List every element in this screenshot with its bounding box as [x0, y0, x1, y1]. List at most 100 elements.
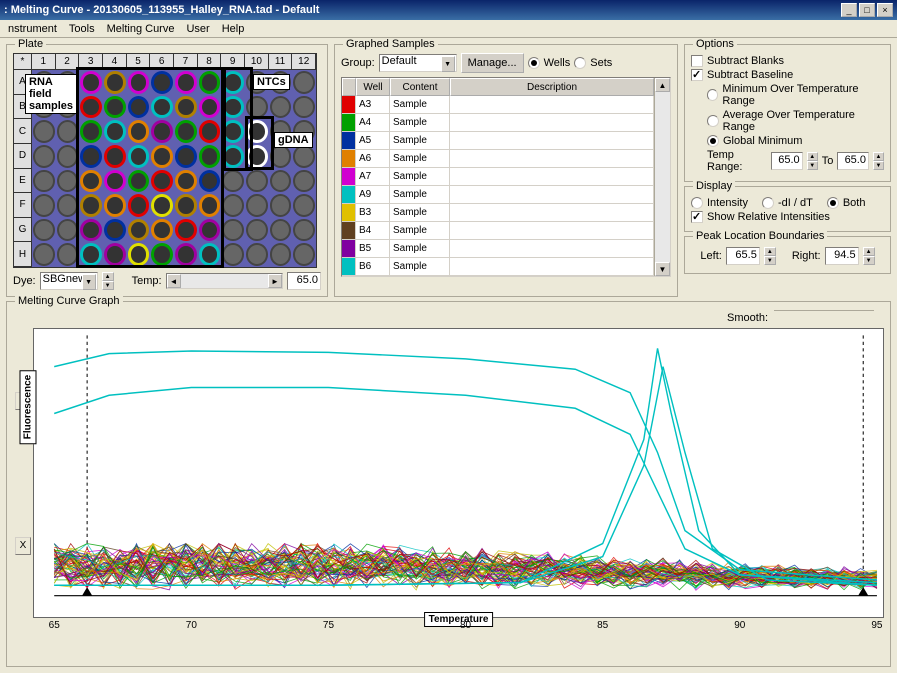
peak-left-spin[interactable]: ▲▼	[764, 247, 776, 265]
plate-row-A[interactable]: A	[14, 70, 32, 95]
th-color[interactable]	[342, 78, 356, 96]
menu-nstrument[interactable]: nstrument	[2, 21, 63, 37]
peak-right-spin[interactable]: ▲▼	[863, 247, 875, 265]
well-A2[interactable]	[57, 71, 79, 94]
plate-col-7[interactable]: 7	[174, 54, 198, 69]
table-row[interactable]: B5Sample	[342, 240, 654, 258]
well-G11[interactable]	[270, 219, 292, 242]
table-row[interactable]: A9Sample	[342, 186, 654, 204]
well-F12[interactable]	[293, 194, 315, 217]
menu-melting curve[interactable]: Melting Curve	[101, 21, 181, 37]
plate-col-10[interactable]: 10	[245, 54, 269, 69]
well-H7[interactable]	[175, 243, 197, 266]
well-H10[interactable]	[246, 243, 268, 266]
didt-radio[interactable]	[762, 197, 774, 209]
well-A11[interactable]	[270, 71, 292, 94]
table-row[interactable]: A6Sample	[342, 150, 654, 168]
well-E2[interactable]	[57, 170, 79, 193]
maximize-button[interactable]: □	[859, 3, 875, 17]
well-B1[interactable]	[33, 96, 55, 119]
plate-col-8[interactable]: 8	[198, 54, 222, 69]
well-F8[interactable]	[199, 194, 221, 217]
well-D12[interactable]	[293, 145, 315, 168]
well-F7[interactable]	[175, 194, 197, 217]
plate-row-G[interactable]: G	[14, 218, 32, 243]
well-G8[interactable]	[199, 219, 221, 242]
well-F9[interactable]	[222, 194, 244, 217]
temp-value[interactable]: 65.0	[287, 272, 321, 290]
well-E11[interactable]	[270, 170, 292, 193]
temp-to[interactable]: 65.0	[837, 152, 869, 170]
well-A8[interactable]	[199, 71, 221, 94]
wells-radio[interactable]	[528, 57, 540, 69]
plate-row-B[interactable]: B	[14, 95, 32, 120]
well-C6[interactable]	[151, 120, 173, 143]
well-C12[interactable]	[293, 120, 315, 143]
well-E8[interactable]	[199, 170, 221, 193]
well-H6[interactable]	[151, 243, 173, 266]
temp-from[interactable]: 65.0	[771, 152, 803, 170]
min-temp-radio[interactable]	[707, 89, 718, 101]
plate-col-6[interactable]: 6	[150, 54, 174, 69]
well-E3[interactable]	[80, 170, 102, 193]
well-C11[interactable]	[270, 120, 292, 143]
well-C2[interactable]	[57, 120, 79, 143]
well-D6[interactable]	[151, 145, 173, 168]
avg-temp-radio[interactable]	[707, 115, 719, 127]
well-A6[interactable]	[151, 71, 173, 94]
well-E10[interactable]	[246, 170, 268, 193]
temp-to-spin[interactable]: ▲▼	[873, 152, 884, 170]
well-C7[interactable]	[175, 120, 197, 143]
well-A5[interactable]	[128, 71, 150, 94]
group-combo[interactable]: Default	[379, 54, 457, 72]
well-G1[interactable]	[33, 219, 55, 242]
well-G6[interactable]	[151, 219, 173, 242]
well-D1[interactable]	[33, 145, 55, 168]
plate-col-9[interactable]: 9	[221, 54, 245, 69]
table-row[interactable]: A5Sample	[342, 132, 654, 150]
dye-combo[interactable]: SBGnew	[40, 272, 98, 290]
well-D8[interactable]	[199, 145, 221, 168]
plate-row-E[interactable]: E	[14, 169, 32, 194]
menu-user[interactable]: User	[180, 21, 215, 37]
well-B2[interactable]	[57, 96, 79, 119]
plate-grid[interactable]: *123456789101112 ABCDEFGH RNA field samp…	[13, 53, 317, 268]
plate-col-5[interactable]: 5	[127, 54, 151, 69]
table-row[interactable]: A4Sample	[342, 114, 654, 132]
subtract-blanks-check[interactable]	[691, 55, 703, 67]
well-F5[interactable]	[128, 194, 150, 217]
well-C4[interactable]	[104, 120, 126, 143]
close-button[interactable]: ×	[877, 3, 893, 17]
plate-col-1[interactable]: 1	[32, 54, 56, 69]
well-D10[interactable]	[246, 145, 268, 168]
well-B6[interactable]	[151, 96, 173, 119]
plate-row-D[interactable]: D	[14, 144, 32, 169]
well-B7[interactable]	[175, 96, 197, 119]
well-B5[interactable]	[128, 96, 150, 119]
samples-vscroll[interactable]: ▲▼	[654, 78, 670, 276]
well-C5[interactable]	[128, 120, 150, 143]
well-E4[interactable]	[104, 170, 126, 193]
well-G9[interactable]	[222, 219, 244, 242]
well-A10[interactable]	[246, 71, 268, 94]
table-row[interactable]: B3Sample	[342, 204, 654, 222]
well-B11[interactable]	[270, 96, 292, 119]
well-G3[interactable]	[80, 219, 102, 242]
intensity-radio[interactable]	[691, 197, 703, 209]
plate-row-H[interactable]: H	[14, 242, 32, 267]
melting-chart[interactable]: Fluorescence Temperature 65707580859095	[33, 328, 884, 618]
well-B4[interactable]	[104, 96, 126, 119]
well-F2[interactable]	[57, 194, 79, 217]
well-H2[interactable]	[57, 243, 79, 266]
sets-radio[interactable]	[574, 57, 586, 69]
well-H1[interactable]	[33, 243, 55, 266]
well-D3[interactable]	[80, 145, 102, 168]
well-B3[interactable]	[80, 96, 102, 119]
smooth-slider[interactable]	[774, 310, 874, 326]
well-A3[interactable]	[80, 71, 102, 94]
manage-button[interactable]: Manage...	[461, 53, 524, 73]
plate-col-11[interactable]: 11	[269, 54, 293, 69]
well-D4[interactable]	[104, 145, 126, 168]
well-H11[interactable]	[270, 243, 292, 266]
well-F3[interactable]	[80, 194, 102, 217]
